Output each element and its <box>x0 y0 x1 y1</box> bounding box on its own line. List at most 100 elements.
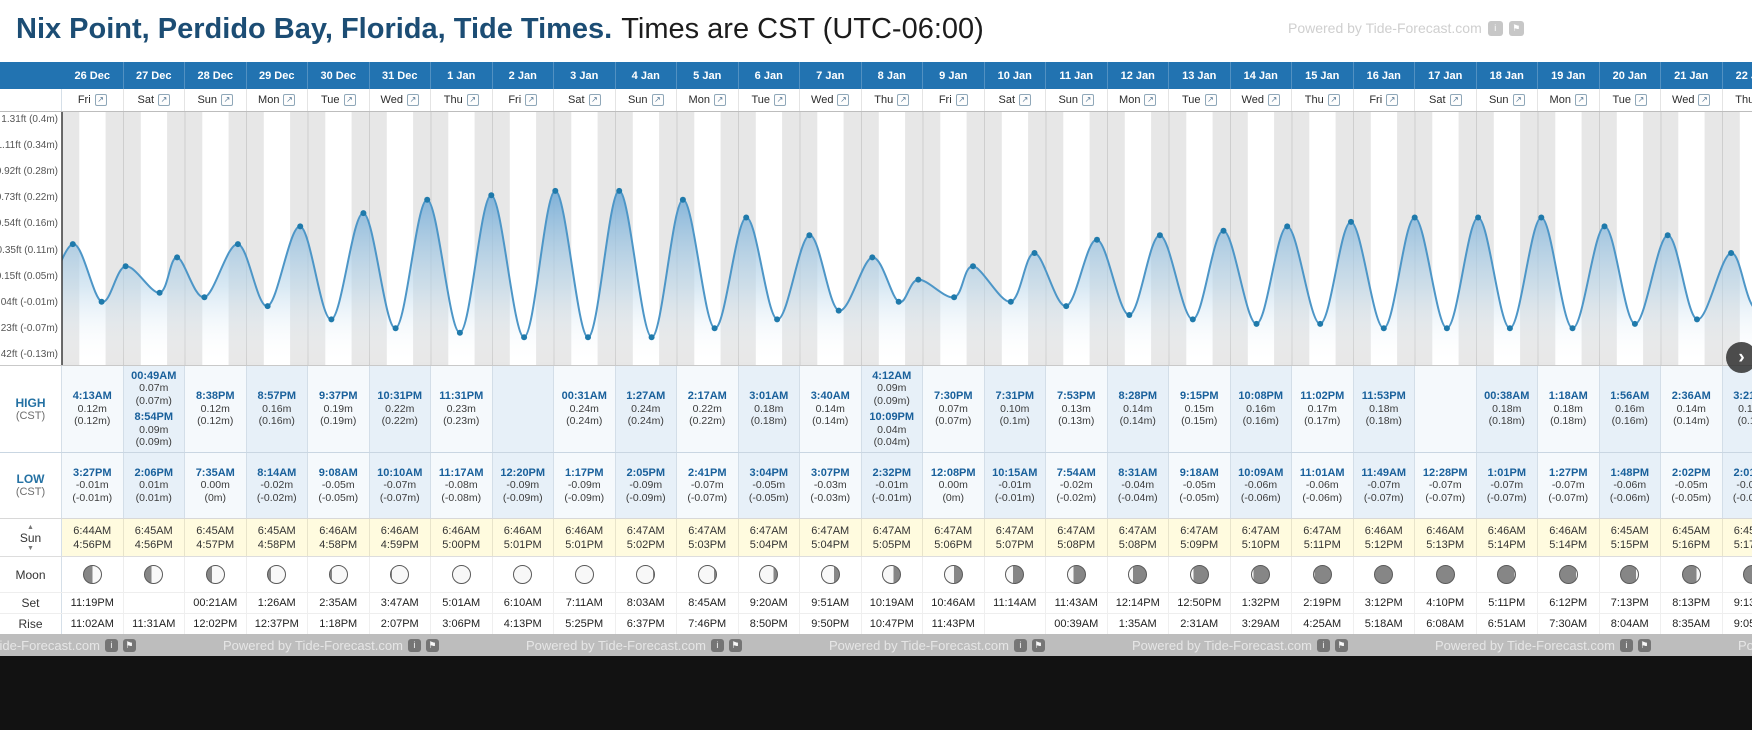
moon-phase-cell <box>985 557 1046 592</box>
day-expand-cell[interactable]: Fri ↗ <box>923 89 985 111</box>
low-tide-cell: 3:07PM -0.03m (-0.03m) <box>800 453 862 518</box>
date-cell: 31 Dec <box>370 62 431 89</box>
day-expand-cell[interactable]: Sat ↗ <box>1415 89 1477 111</box>
day-expand-cell[interactable]: Thu↗ <box>1723 89 1752 111</box>
day-expand-cell[interactable]: Fri ↗ <box>62 89 124 111</box>
sunrise-time: 6:46AM <box>1487 524 1526 537</box>
expand-day-icon[interactable]: ↗ <box>1574 94 1587 106</box>
expand-day-icon[interactable]: ↗ <box>774 94 787 106</box>
tide-time: 8:54PM <box>134 411 174 423</box>
sunset-time: 5:13PM <box>1426 538 1465 551</box>
expand-day-icon[interactable]: ↗ <box>837 94 850 106</box>
expand-day-icon[interactable]: ↗ <box>1327 94 1340 106</box>
date-cell: 16 Jan <box>1354 62 1415 89</box>
expand-day-icon[interactable]: ↗ <box>1698 94 1711 106</box>
tide-extreme-dot <box>328 316 335 323</box>
dow-label: Sun <box>197 94 218 106</box>
moon-phase-icon <box>1558 565 1578 584</box>
date-gutter <box>0 62 62 89</box>
expand-day-icon[interactable]: ↗ <box>343 94 356 106</box>
expand-day-icon[interactable]: ↗ <box>221 94 234 106</box>
expand-day-icon[interactable]: ↗ <box>588 94 601 106</box>
expand-day-icon[interactable]: ↗ <box>1635 94 1648 106</box>
sunset-time: 4:59PM <box>380 538 419 551</box>
sunrise-time: 6:45AM <box>257 524 296 537</box>
tide-time: 2:36AM <box>1671 390 1711 403</box>
day-expand-cell[interactable]: Mon ↗ <box>1108 89 1169 111</box>
day-expand-cell[interactable]: Tue ↗ <box>739 89 800 111</box>
sun-times-cell: 6:47AM 5:06PM <box>923 519 985 556</box>
low-tide-entry: 3:07PM -0.03m (-0.03m) <box>810 467 850 505</box>
day-expand-cell[interactable]: Sun ↗ <box>1046 89 1108 111</box>
day-expand-cell[interactable]: Thu↗ <box>862 89 923 111</box>
day-expand-cell[interactable]: Tue ↗ <box>1169 89 1231 111</box>
low-tide-cell: 12:08PM 0.00m (0m) <box>923 453 985 518</box>
moonrise-cell: 11:02AM <box>62 614 124 634</box>
day-expand-cell[interactable]: Thu↗ <box>1292 89 1354 111</box>
tide-extreme-dot <box>869 254 876 261</box>
watermark-flag-icon: ⚑ <box>728 638 742 652</box>
set-row-label: Set <box>0 593 62 613</box>
expand-day-icon[interactable]: ↗ <box>406 94 419 106</box>
day-expand-cell[interactable]: Mon ↗ <box>1538 89 1600 111</box>
day-expand-cell[interactable]: Tue ↗ <box>1600 89 1661 111</box>
day-expand-cell[interactable]: Sat ↗ <box>985 89 1046 111</box>
day-expand-cell[interactable]: Sat ↗ <box>124 89 185 111</box>
day-expand-cell[interactable]: Tue ↗ <box>308 89 370 111</box>
low-tide-cell: 2:32PM -0.01m (-0.01m) <box>861 453 923 518</box>
watermark-info-icon: i <box>1619 638 1633 652</box>
sunrise-time: 6:47AM <box>1303 524 1342 537</box>
tide-time: 9:15PM <box>1179 390 1219 403</box>
sunset-time: 5:02PM <box>626 538 665 551</box>
day-expand-cell[interactable]: Sun ↗ <box>616 89 677 111</box>
day-expand-cell[interactable]: Wed ↗ <box>1231 89 1292 111</box>
tide-height-alt: (0.22m) <box>381 415 418 428</box>
expand-day-icon[interactable]: ↗ <box>1386 94 1399 106</box>
expand-day-icon[interactable]: ↗ <box>1267 94 1280 106</box>
tide-height-alt: (-0.09m) <box>625 491 666 504</box>
expand-day-icon[interactable]: ↗ <box>1204 94 1217 106</box>
moonrise-cell: 8:50PM <box>739 614 800 634</box>
expand-day-icon[interactable]: ↗ <box>651 94 664 106</box>
expand-day-icon[interactable]: ↗ <box>1082 94 1095 106</box>
day-expand-cell[interactable]: Wed ↗ <box>370 89 431 111</box>
sunset-time: 5:12PM <box>1364 538 1403 551</box>
expand-day-icon[interactable]: ↗ <box>525 94 538 106</box>
sun-times-cell: 6:46AM 4:59PM <box>369 519 431 556</box>
expand-day-icon[interactable]: ↗ <box>713 94 726 106</box>
sunset-time: 5:06PM <box>934 538 973 551</box>
dow-label: Sun <box>1058 94 1079 106</box>
expand-day-icon[interactable]: ↗ <box>283 94 296 106</box>
day-expand-cell[interactable]: Wed ↗ <box>800 89 862 111</box>
expand-day-icon[interactable]: ↗ <box>1019 94 1031 106</box>
tide-extreme-dot <box>1126 312 1133 318</box>
expand-day-icon[interactable]: ↗ <box>1144 94 1157 106</box>
tide-time: 2:17AM <box>687 390 727 403</box>
day-expand-cell[interactable]: Fri ↗ <box>1354 89 1415 111</box>
day-expand-cell[interactable]: Mon ↗ <box>677 89 739 111</box>
sunrise-time: 6:45AM <box>1610 524 1649 537</box>
day-expand-cell[interactable]: Sat ↗ <box>554 89 616 111</box>
tide-time: 11:49AM <box>1361 466 1407 479</box>
expand-day-icon[interactable]: ↗ <box>94 94 107 106</box>
next-page-button[interactable]: › <box>1726 342 1752 373</box>
day-expand-cell[interactable]: Fri ↗ <box>493 89 554 111</box>
date-cell: 21 Jan <box>1661 62 1723 89</box>
day-expand-cell[interactable]: Mon ↗ <box>247 89 308 111</box>
moon-phase-icon <box>328 565 348 584</box>
day-expand-cell[interactable]: Wed ↗ <box>1661 89 1723 111</box>
expand-day-icon[interactable]: ↗ <box>897 94 910 106</box>
expand-day-icon[interactable]: ↗ <box>158 94 170 106</box>
low-tide-cell: 1:27PM -0.07m (-0.07m) <box>1538 453 1600 518</box>
expand-day-icon[interactable]: ↗ <box>1449 94 1462 106</box>
expand-day-icon[interactable]: ↗ <box>955 94 968 106</box>
expand-day-icon[interactable]: ↗ <box>1512 94 1525 106</box>
day-expand-cell[interactable]: Sun ↗ <box>1477 89 1538 111</box>
expand-day-icon[interactable]: ↗ <box>466 94 479 106</box>
tide-time: 9:08AM <box>318 466 358 479</box>
sunrise-time: 6:47AM <box>749 524 788 537</box>
day-expand-cell[interactable]: Thu↗ <box>431 89 493 111</box>
moonrise-cell: 5:18AM <box>1354 614 1415 634</box>
day-expand-cell[interactable]: Sun ↗ <box>185 89 247 111</box>
sun-times-cell: 6:47AM 5:04PM <box>800 519 862 556</box>
